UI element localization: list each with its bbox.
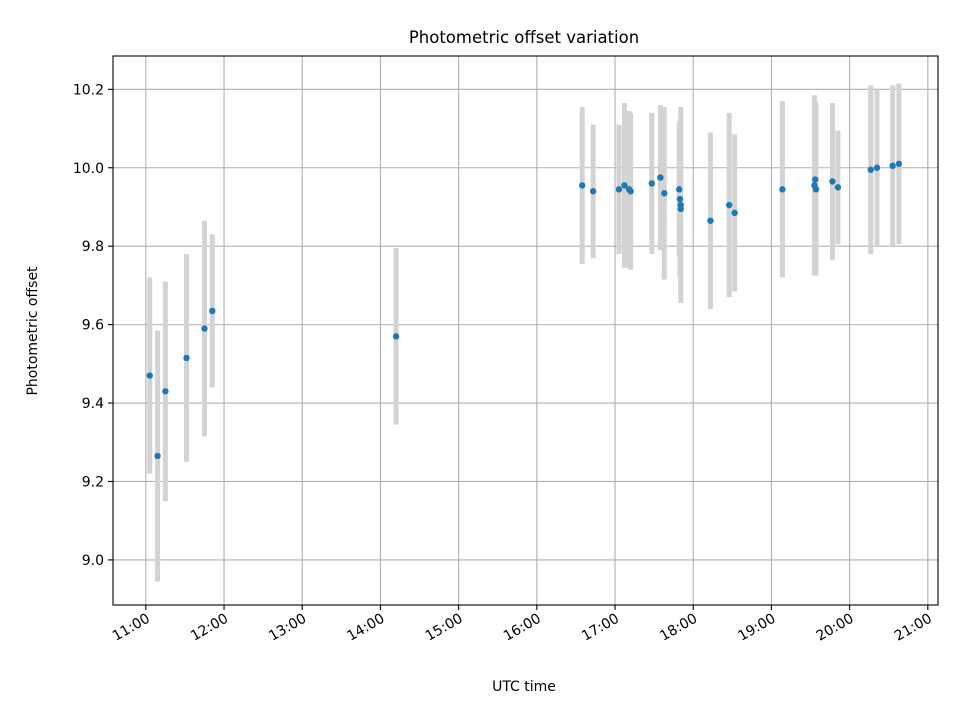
errorbar-layer (147, 83, 902, 582)
x-tick-label: 20:00 (814, 611, 857, 645)
x-tick-label: 21:00 (892, 611, 935, 645)
data-point (895, 160, 903, 168)
data-point (731, 209, 738, 217)
plot-frame (112, 55, 939, 606)
x-tick-label: 15:00 (423, 611, 466, 645)
y-tick-label: 9.4 (82, 396, 104, 412)
y-tick-label: 10.0 (73, 161, 104, 177)
y-tick-label: 9.0 (82, 553, 104, 569)
data-point (657, 174, 664, 181)
data-point (154, 452, 161, 460)
x-axis-label: UTC time (492, 679, 556, 695)
y-tick-label: 9.8 (82, 239, 104, 255)
y-tick-label: 10.2 (73, 82, 104, 98)
x-tick-label: 13:00 (266, 611, 309, 645)
data-point (834, 184, 842, 191)
data-point (812, 186, 820, 193)
data-point (209, 307, 216, 315)
data-point (201, 325, 208, 332)
data-point (392, 333, 400, 340)
x-tick-label: 16:00 (501, 611, 544, 645)
y-axis-label: Photometric offset (25, 266, 41, 396)
y-tick-label: 9.2 (82, 474, 104, 490)
data-point (627, 188, 634, 195)
data-point (162, 388, 169, 395)
y-tick-label: 9.6 (82, 318, 104, 334)
data-point (707, 217, 714, 224)
data-point (621, 182, 628, 189)
data-point (677, 205, 684, 213)
point-layer (146, 160, 903, 460)
data-point (648, 180, 655, 187)
x-tick-label: 17:00 (579, 611, 622, 645)
data-point (578, 182, 586, 189)
data-point (676, 195, 684, 203)
x-tick-label: 14:00 (344, 611, 387, 645)
data-point (661, 190, 668, 197)
data-point (829, 178, 836, 185)
x-tick-label: 11:00 (110, 611, 153, 645)
chart-title: Photometric offset variation (409, 28, 639, 47)
data-point (873, 164, 881, 171)
data-point (183, 354, 190, 362)
data-point (889, 162, 896, 169)
grid-layer (113, 56, 938, 605)
x-tick-label: 12:00 (188, 611, 231, 645)
data-point (615, 186, 623, 193)
data-point (812, 176, 819, 183)
x-tick-label: 19:00 (735, 611, 778, 645)
data-point (867, 166, 874, 173)
data-point (589, 188, 597, 195)
x-tick-label: 18:00 (657, 611, 700, 645)
data-point (726, 201, 733, 209)
data-point (146, 372, 153, 379)
data-point (675, 186, 683, 193)
data-point (779, 186, 786, 193)
